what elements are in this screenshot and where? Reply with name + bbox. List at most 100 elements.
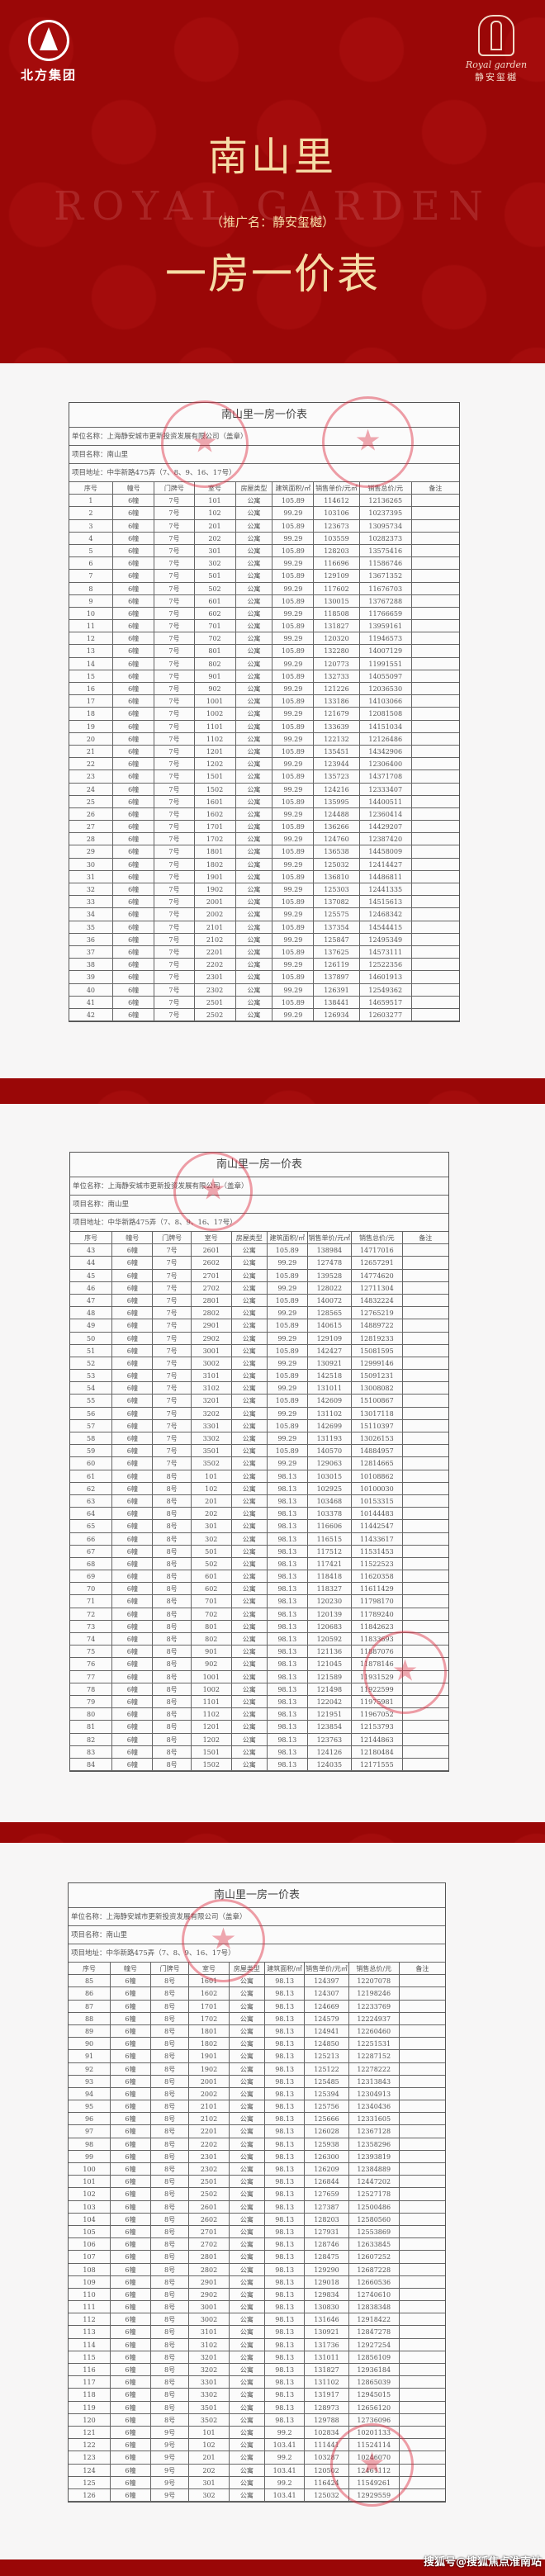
- table-cell: 公寓: [232, 1294, 268, 1307]
- table-cell: 124850: [305, 2038, 349, 2050]
- table-cell: 7号: [154, 983, 195, 996]
- royal-garden-watermark: ROYAL GARDEN: [54, 183, 491, 230]
- table-cell: 99.29: [272, 582, 315, 594]
- table-cell: 6幢: [112, 1570, 154, 1583]
- table-cell: 6幢: [111, 2476, 151, 2488]
- table-cell: 6幢: [111, 2401, 151, 2413]
- table-cell: 98.13: [265, 2087, 306, 2100]
- table-cell: 7号: [153, 1244, 192, 1257]
- table-cell: 15: [69, 670, 113, 682]
- table-cell: 7号: [153, 1445, 192, 1457]
- table-cell: 2102: [195, 933, 236, 945]
- table-cell: 41: [69, 996, 113, 1008]
- table-cell: 6幢: [113, 544, 155, 557]
- table-cell: 99.2: [265, 2476, 306, 2488]
- table-cell: 201: [192, 1494, 232, 1508]
- table-cell: 12633845: [349, 2238, 400, 2251]
- table-cell: 公寓: [230, 2062, 265, 2075]
- table-cell: 12553869: [349, 2225, 400, 2238]
- table-cell: 121498: [308, 1683, 353, 1695]
- table-cell: 公寓: [230, 2313, 265, 2326]
- table-cell: 14601913: [360, 971, 412, 983]
- table-cell: 123673: [314, 519, 360, 532]
- table-cell: 105.89: [272, 544, 315, 557]
- table-cell: 14889722: [352, 1319, 403, 1332]
- table-cell: 12819233: [352, 1332, 403, 1344]
- table-cell: 117421: [308, 1557, 353, 1570]
- table-cell: 8号: [153, 1608, 192, 1620]
- table-cell: 12333407: [360, 783, 412, 795]
- table-cell: 802: [195, 657, 236, 670]
- table-cell: 124035: [308, 1758, 353, 1771]
- table-cell: [412, 620, 459, 632]
- table-cell: 121679: [314, 708, 360, 720]
- table-cell: 8号: [151, 2050, 190, 2062]
- table-cell: 7号: [153, 1307, 192, 1319]
- table-cell: 125032: [305, 2488, 349, 2502]
- table-cell: 201: [195, 519, 236, 532]
- table-cell: 98.13: [265, 2251, 306, 2263]
- table-cell: 8号: [151, 2326, 190, 2338]
- table-row: 77 6幢 8号 1001 公寓 98.13 121589 11931529: [70, 1670, 448, 1683]
- table-cell: 126028: [305, 2125, 349, 2138]
- table-cell: 901: [192, 1646, 232, 1658]
- table-cell: 公寓: [232, 1281, 268, 1294]
- table-cell: 9号: [151, 2476, 190, 2488]
- table-cell: 11611429: [352, 1583, 403, 1595]
- table-cell: 2502: [189, 2188, 230, 2200]
- table-cell: 502: [195, 582, 236, 594]
- table-cell: 公寓: [230, 2326, 265, 2338]
- table-row: 58 6幢 7号 3302 公寓 99.29 131193 13026153: [70, 1432, 448, 1446]
- table-row: 98 6幢 8号 2202 公寓 98.13 125938 12358296: [69, 2138, 445, 2151]
- table-cell: 103015: [308, 1470, 353, 1482]
- table-cell: 公寓: [230, 2488, 265, 2502]
- table-cell: 公寓: [236, 971, 273, 983]
- table-row: 78 6幢 8号 1002 公寓 98.13 121498 11922599: [70, 1683, 448, 1696]
- table-cell: 98.13: [265, 2313, 306, 2326]
- table-cell: 98.13: [265, 2326, 306, 2338]
- table-cell: 7号: [154, 632, 195, 645]
- table-cell: 公寓: [230, 2401, 265, 2413]
- table-cell: 公寓: [230, 2188, 265, 2200]
- table-row: 2 6幢 7号 102 公寓 99.29 103106 10237395: [69, 507, 459, 520]
- table-cell: 公寓: [232, 1407, 268, 1419]
- table-cell: [403, 1683, 448, 1695]
- table-cell: 98.13: [265, 2000, 306, 2012]
- table-row: 45 6幢 7号 2701 公寓 105.89 139528 14774620: [70, 1269, 448, 1282]
- table-cell: 1101: [195, 720, 236, 732]
- table-cell: 58: [70, 1432, 113, 1445]
- table-cell: [412, 758, 459, 769]
- column-header: 幢号: [113, 482, 155, 495]
- table-row: 109 6幢 8号 2901 公寓 98.13 129018 12660536: [69, 2275, 445, 2289]
- table-cell: 98.13: [268, 1695, 308, 1708]
- table-row: 27 6幢 7号 1701 公寓 105.89 136266 14429207: [69, 821, 459, 834]
- table-cell: [400, 2201, 445, 2213]
- table-cell: 11922599: [352, 1683, 403, 1695]
- column-header: 销售总价/元: [360, 482, 412, 495]
- table-cell: 2702: [189, 2238, 230, 2251]
- table-cell: 公寓: [230, 2012, 265, 2024]
- table-cell: 14884957: [352, 1445, 403, 1457]
- table-cell: 公寓: [232, 1670, 268, 1683]
- table-row: 50 6幢 7号 2902 公寓 99.29 129109 12819233: [70, 1332, 448, 1345]
- table-cell: 98.13: [265, 2038, 306, 2050]
- table-cell: 7号: [154, 821, 195, 833]
- table-cell: 6幢: [113, 845, 155, 858]
- table-row: 56 6幢 7号 3202 公寓 99.29 131102 13017118: [70, 1407, 448, 1420]
- table-cell: 公寓: [236, 983, 273, 996]
- table-cell: [400, 2402, 445, 2413]
- table-row: 90 6幢 8号 1802 公寓 98.13 124850 12251531: [69, 2038, 445, 2051]
- table-cell: 11887076: [352, 1646, 403, 1658]
- table-cell: 公寓: [230, 2075, 265, 2087]
- table-cell: 50: [70, 1332, 113, 1344]
- column-header: 门牌号: [154, 482, 195, 495]
- table-cell: 6幢: [111, 2488, 151, 2502]
- table-cell: 6幢: [113, 921, 155, 933]
- table-cell: 98.13: [268, 1633, 308, 1646]
- table-cell: 8号: [151, 2100, 190, 2113]
- table-row: 13 6幢 7号 801 公寓 105.89 132280 14007129: [69, 645, 459, 658]
- table-cell: 2201: [195, 945, 236, 959]
- table-cell: 7号: [154, 971, 195, 983]
- table-cell: 12999146: [352, 1357, 403, 1370]
- table-cell: 公寓: [232, 1708, 268, 1721]
